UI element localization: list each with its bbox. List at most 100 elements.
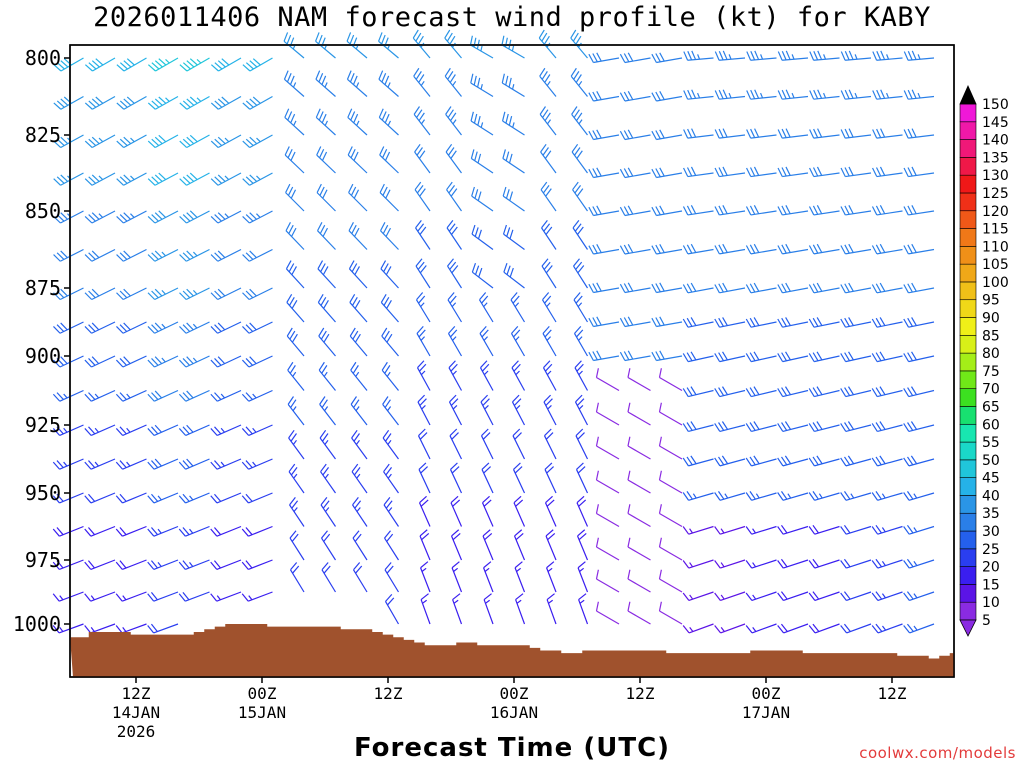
wind-barb [808, 491, 840, 501]
barb-feather [745, 353, 752, 362]
barb-shaft [248, 559, 273, 570]
barb-shaft [122, 389, 147, 402]
barb-feather [385, 593, 393, 602]
wind-barb [683, 166, 714, 178]
wind-barb [619, 243, 651, 255]
barb-feather [543, 394, 552, 403]
barb-feather [714, 90, 720, 100]
barb-feather [749, 244, 756, 254]
barb-feather [577, 561, 586, 569]
barb-shaft [719, 57, 746, 61]
barb-feather [320, 296, 327, 306]
barb-feather [808, 284, 815, 294]
wind-barb [903, 50, 935, 61]
wind-barb [178, 389, 210, 402]
barb-feather [906, 558, 914, 568]
wind-barb [242, 134, 273, 149]
barb-feather [690, 455, 697, 465]
barb-feather [245, 426, 253, 435]
wind-barb [511, 394, 526, 426]
barb-shaft [750, 248, 777, 255]
barb-shaft [593, 95, 620, 102]
barb-feather [879, 351, 886, 361]
barb-shaft [719, 492, 746, 501]
barb-feather [378, 32, 383, 42]
barb-shaft [845, 172, 872, 178]
colorbar-label: 50 [982, 453, 1000, 469]
barb-shaft [346, 40, 368, 59]
barb-feather [378, 108, 384, 118]
barb-feather [906, 623, 914, 632]
barb-feather [186, 390, 194, 399]
barb-feather [119, 252, 128, 260]
barb-half-feather [161, 289, 166, 295]
barb-feather [182, 62, 191, 70]
barb-feather [588, 351, 594, 361]
wind-barb [84, 287, 116, 301]
x-tick-date: 15JAN [238, 703, 286, 722]
wind-barb [840, 591, 872, 602]
barb-shaft [627, 578, 651, 593]
barb-feather [907, 422, 914, 431]
barb-feather [91, 250, 100, 259]
barb-feather [182, 324, 191, 332]
wind-barb [352, 530, 368, 561]
barb-shaft [121, 623, 147, 634]
barb-feather [53, 326, 61, 334]
colorbar-swatch [959, 157, 977, 176]
wind-barb [714, 205, 746, 216]
wind-barb [619, 282, 651, 294]
wind-barbs [52, 29, 935, 634]
wind-barb [777, 558, 809, 569]
terrain-fill [70, 624, 954, 677]
barb-shaft [420, 567, 431, 593]
barb-feather [781, 317, 787, 327]
barb-half-feather [697, 92, 701, 99]
barb-half-feather [720, 528, 725, 534]
barb-shaft [845, 134, 872, 139]
barb-feather [116, 102, 125, 110]
barb-shaft [316, 154, 336, 174]
barb-half-feather [689, 562, 694, 568]
barb-shaft [877, 591, 903, 602]
barb-shaft [908, 525, 935, 535]
barb-feather [421, 533, 430, 541]
wind-barb [840, 205, 872, 216]
wind-barb [543, 428, 557, 460]
wind-barb [619, 167, 651, 179]
credit-link[interactable]: coolwx.com/models [859, 744, 1016, 762]
barb-shaft [59, 525, 84, 537]
wind-barb [571, 143, 588, 174]
barb-shaft [186, 248, 210, 262]
barb-feather [252, 58, 261, 66]
barb-feather [249, 98, 258, 106]
colorbar-max-arrow [959, 85, 977, 105]
barb-feather [288, 296, 295, 306]
barb-feather [627, 368, 631, 378]
wind-barb [53, 95, 84, 110]
barb-half-feather [196, 58, 202, 64]
barb-shaft [217, 134, 242, 149]
barb-feather [474, 189, 479, 199]
wind-barb [178, 458, 210, 470]
wind-barb [315, 70, 336, 97]
barb-half-feather [881, 625, 887, 631]
barb-feather [418, 295, 426, 304]
barb-feather [320, 463, 327, 473]
barb-feather [214, 252, 222, 260]
barb-feather [515, 533, 524, 541]
barb-half-feather [165, 58, 170, 64]
barb-shaft [248, 525, 273, 537]
wind-barb [380, 293, 399, 323]
barb-shaft [546, 567, 557, 593]
x-tick-label: 00Z [500, 684, 529, 703]
barb-feather [350, 148, 356, 159]
colorbar-label: 15 [982, 577, 1000, 593]
wind-barb [746, 89, 777, 100]
barb-feather [907, 283, 913, 293]
barb-feather [416, 325, 424, 334]
barb-feather [577, 529, 586, 537]
wind-barb [242, 287, 273, 301]
barb-feather [682, 245, 689, 255]
barb-feather [545, 529, 554, 537]
